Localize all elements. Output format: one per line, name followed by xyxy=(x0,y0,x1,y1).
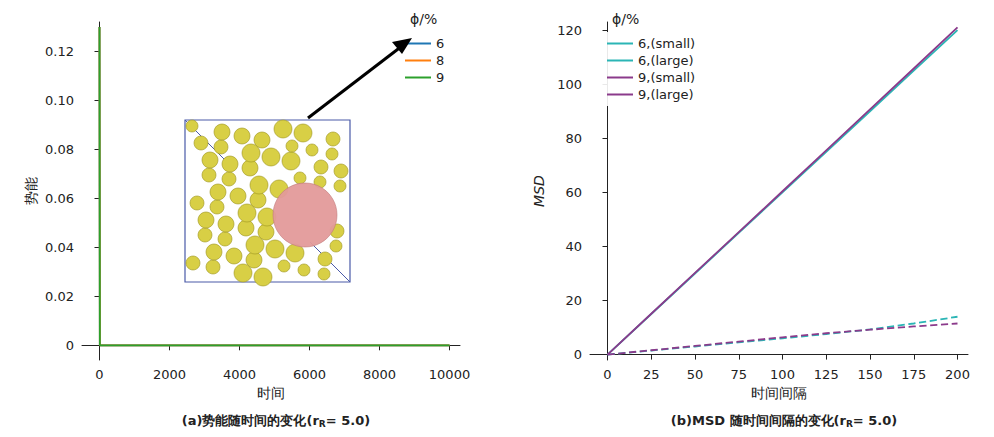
svg-text:20: 20 xyxy=(565,293,582,308)
svg-text:0: 0 xyxy=(603,367,611,382)
svg-text:0.04: 0.04 xyxy=(45,240,74,255)
svg-text:8: 8 xyxy=(436,53,444,68)
svg-text:ϕ/%: ϕ/% xyxy=(612,11,639,27)
svg-text:6: 6 xyxy=(436,36,444,51)
svg-text:(b)MSD 随时间间隔的变化(r: (b)MSD 随时间间隔的变化(r xyxy=(671,413,847,428)
svg-text:0.02: 0.02 xyxy=(45,289,74,304)
svg-text:60: 60 xyxy=(565,185,582,200)
svg-text:100: 100 xyxy=(557,77,582,92)
svg-text:8000: 8000 xyxy=(363,367,396,382)
svg-text:0: 0 xyxy=(574,347,582,362)
svg-text:6,(small): 6,(small) xyxy=(638,36,695,51)
svg-text:0.08: 0.08 xyxy=(45,142,74,157)
svg-text:175: 175 xyxy=(901,367,926,382)
svg-text:150: 150 xyxy=(858,367,883,382)
svg-text:120: 120 xyxy=(557,23,582,38)
svg-text:R: R xyxy=(318,418,326,429)
svg-text:ϕ/%: ϕ/% xyxy=(410,11,437,27)
svg-text:0: 0 xyxy=(66,338,74,353)
svg-text:10000: 10000 xyxy=(429,367,470,382)
svg-text:100: 100 xyxy=(770,367,795,382)
svg-text:R: R xyxy=(845,418,853,429)
svg-text:9,(large): 9,(large) xyxy=(638,87,694,102)
svg-text:时间: 时间 xyxy=(257,385,285,401)
svg-text:6000: 6000 xyxy=(293,367,326,382)
svg-text:= 5.0): = 5.0) xyxy=(853,413,897,428)
svg-text:MSD: MSD xyxy=(531,175,547,207)
svg-text:= 5.0): = 5.0) xyxy=(326,413,370,428)
svg-text:40: 40 xyxy=(565,239,582,254)
svg-text:50: 50 xyxy=(687,367,704,382)
svg-text:125: 125 xyxy=(814,367,839,382)
svg-text:0.12: 0.12 xyxy=(45,44,74,59)
svg-text:9: 9 xyxy=(436,70,444,85)
svg-text:(a)势能随时间的变化(r: (a)势能随时间的变化(r xyxy=(182,413,320,428)
svg-text:0.10: 0.10 xyxy=(45,93,74,108)
svg-text:4000: 4000 xyxy=(223,367,256,382)
svg-text:2000: 2000 xyxy=(153,367,186,382)
svg-text:0: 0 xyxy=(95,367,103,382)
svg-text:80: 80 xyxy=(565,131,582,146)
svg-text:时间间隔: 时间间隔 xyxy=(751,385,807,401)
svg-text:200: 200 xyxy=(945,367,970,382)
svg-text:势能: 势能 xyxy=(23,177,39,205)
svg-text:9,(small): 9,(small) xyxy=(638,70,695,85)
svg-text:25: 25 xyxy=(643,367,660,382)
svg-text:0.06: 0.06 xyxy=(45,191,74,206)
svg-text:6,(large): 6,(large) xyxy=(638,53,694,68)
svg-text:75: 75 xyxy=(730,367,747,382)
